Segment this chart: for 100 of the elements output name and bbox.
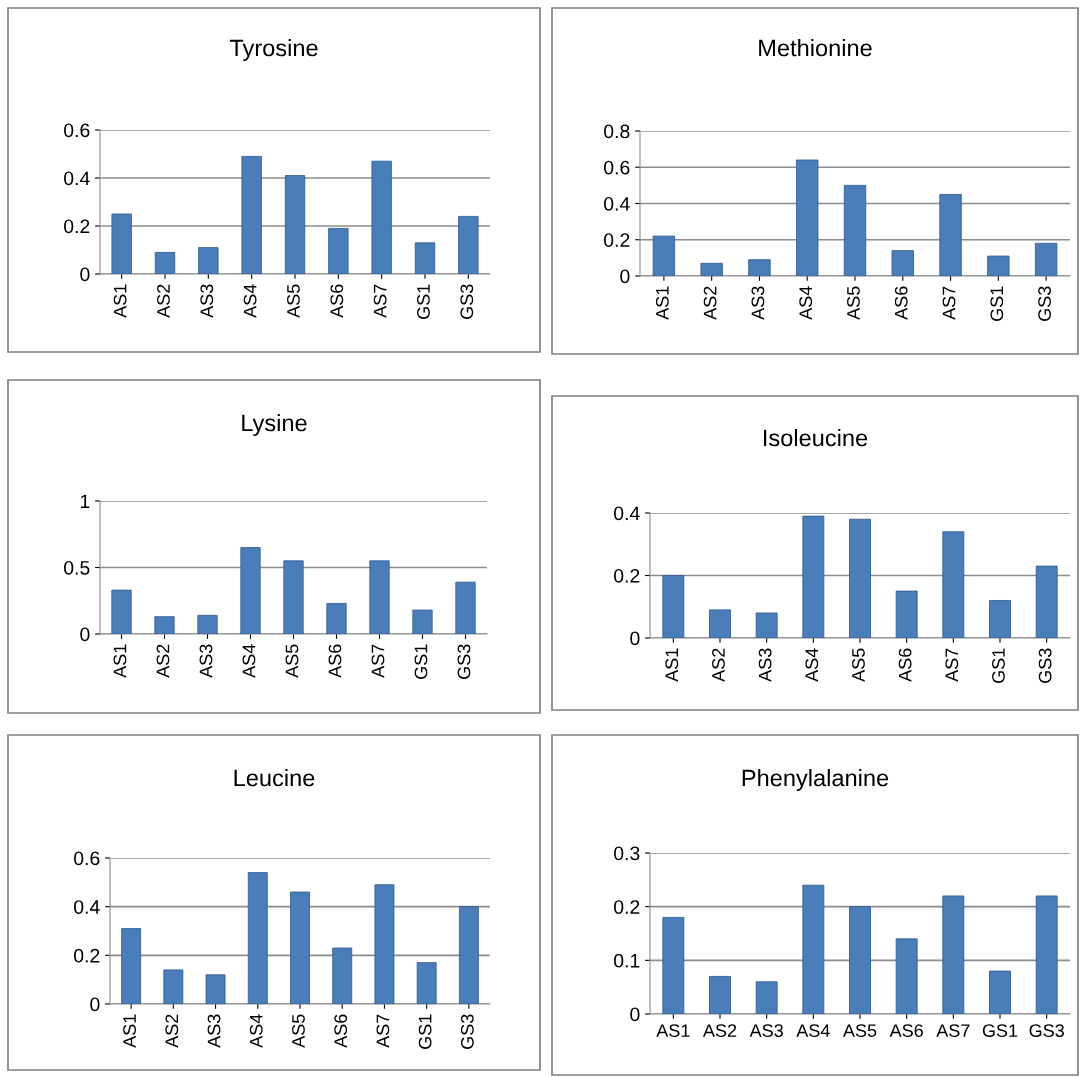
y-tick-label: 1 xyxy=(80,494,90,509)
y-tick-label: 0.2 xyxy=(604,233,630,247)
x-tick-label: AS5 xyxy=(847,286,860,320)
x-tick-label: AS3 xyxy=(751,286,765,320)
x-tick-label: AS5 xyxy=(285,644,299,678)
x-tick-label: AS1 xyxy=(665,648,679,682)
x-tick-label: AS2 xyxy=(702,1024,737,1037)
bar xyxy=(802,884,825,1014)
bar xyxy=(197,614,218,634)
bar xyxy=(895,590,918,638)
x-tick-label: AS4 xyxy=(796,1024,830,1037)
x-tick-label: AS4 xyxy=(249,1014,263,1048)
bar xyxy=(755,612,778,638)
x-tick-label: AS7 xyxy=(936,1024,970,1037)
bar xyxy=(709,609,731,638)
bar xyxy=(283,560,304,634)
chart-title: Phenylalanine xyxy=(742,768,889,792)
bar xyxy=(662,575,685,638)
y-tick-label: 0 xyxy=(620,269,630,284)
bar xyxy=(241,155,262,274)
bar xyxy=(332,947,353,1004)
x-tick-label: AS6 xyxy=(334,1014,348,1048)
x-tick-label: AS1 xyxy=(655,286,669,320)
bar xyxy=(412,609,433,634)
chart-title: Tyrosine xyxy=(229,39,318,61)
bar xyxy=(1034,242,1058,276)
y-tick-label: 0.6 xyxy=(64,123,90,138)
chart-title: Methionine xyxy=(759,39,872,57)
bar xyxy=(987,255,1010,276)
x-tick-label: GS3 xyxy=(460,1014,474,1049)
x-tick-label: AS6 xyxy=(330,284,344,318)
bar xyxy=(111,589,132,634)
bar xyxy=(247,872,268,1004)
bar xyxy=(240,547,261,634)
bar xyxy=(989,600,1011,638)
bar xyxy=(328,227,349,274)
bar xyxy=(284,175,306,274)
bar xyxy=(849,906,871,1014)
x-tick-label: AS4 xyxy=(243,284,257,318)
bar xyxy=(796,159,819,276)
y-tick-label: 0.2 xyxy=(64,219,90,234)
x-tick-label: AS6 xyxy=(889,1024,923,1037)
x-tick-label: AS2 xyxy=(156,644,170,678)
x-tick-label: AS2 xyxy=(165,1014,179,1048)
bar xyxy=(455,581,476,634)
bar xyxy=(369,560,390,634)
x-tick-label: AS1 xyxy=(113,284,127,318)
y-tick-label: 0 xyxy=(80,267,90,282)
x-tick-label: AS7 xyxy=(376,1014,390,1048)
y-tick-label: 0.4 xyxy=(604,196,630,211)
y-tick-label: 0.4 xyxy=(64,171,90,186)
bar xyxy=(939,194,962,276)
x-tick-label: AS7 xyxy=(373,284,387,318)
bar xyxy=(709,976,731,1014)
bar xyxy=(652,235,676,276)
x-tick-label: AS6 xyxy=(898,648,912,682)
bar xyxy=(942,895,965,1014)
x-tick-label: AS6 xyxy=(328,644,342,678)
chart-title: Leucine xyxy=(234,768,315,787)
bar xyxy=(700,262,723,276)
y-tick-label: 0.3 xyxy=(614,846,640,861)
bar xyxy=(205,974,226,1004)
bar xyxy=(662,916,685,1014)
bar xyxy=(371,160,392,274)
x-tick-label: GS3 xyxy=(1038,648,1052,683)
x-tick-label: AS1 xyxy=(113,644,127,678)
bar xyxy=(198,247,219,274)
x-tick-label: AS7 xyxy=(945,648,959,682)
x-tick-label: AS4 xyxy=(799,286,813,320)
y-tick-label: 0.5 xyxy=(64,560,90,575)
bar xyxy=(154,616,175,634)
bar xyxy=(989,970,1011,1014)
x-tick-label: GS1 xyxy=(982,1024,1018,1037)
x-tick-label: GS3 xyxy=(457,644,471,679)
x-tick-label: AS7 xyxy=(942,286,956,320)
bar xyxy=(748,259,771,276)
bar xyxy=(891,250,914,276)
bar xyxy=(414,242,436,274)
bar xyxy=(163,969,184,1004)
bar xyxy=(326,602,347,634)
y-tick-label: 0.1 xyxy=(614,953,640,968)
bar xyxy=(416,962,437,1004)
x-tick-label: AS7 xyxy=(371,644,385,678)
bar xyxy=(843,184,867,276)
x-tick-label: AS3 xyxy=(758,648,772,682)
y-tick-label: 0 xyxy=(80,627,90,642)
x-tick-label: GS1 xyxy=(417,284,430,319)
x-tick-label: AS3 xyxy=(200,284,214,318)
bar xyxy=(755,981,778,1014)
x-tick-label: AS2 xyxy=(703,286,717,320)
bar xyxy=(849,518,871,638)
chart-title: Isoleucine xyxy=(764,428,868,447)
y-tick-label: 0 xyxy=(90,997,100,1012)
y-tick-label: 0.6 xyxy=(604,160,630,175)
bar xyxy=(458,906,479,1004)
x-tick-label: GS1 xyxy=(990,286,1004,321)
x-tick-label: AS3 xyxy=(207,1014,221,1048)
y-tick-label: 0.8 xyxy=(604,124,630,139)
x-tick-label: AS5 xyxy=(287,284,300,318)
x-tick-label: AS4 xyxy=(805,648,819,682)
